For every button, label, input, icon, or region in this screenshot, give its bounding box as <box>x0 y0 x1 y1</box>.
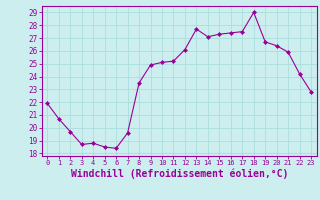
X-axis label: Windchill (Refroidissement éolien,°C): Windchill (Refroidissement éolien,°C) <box>70 169 288 179</box>
